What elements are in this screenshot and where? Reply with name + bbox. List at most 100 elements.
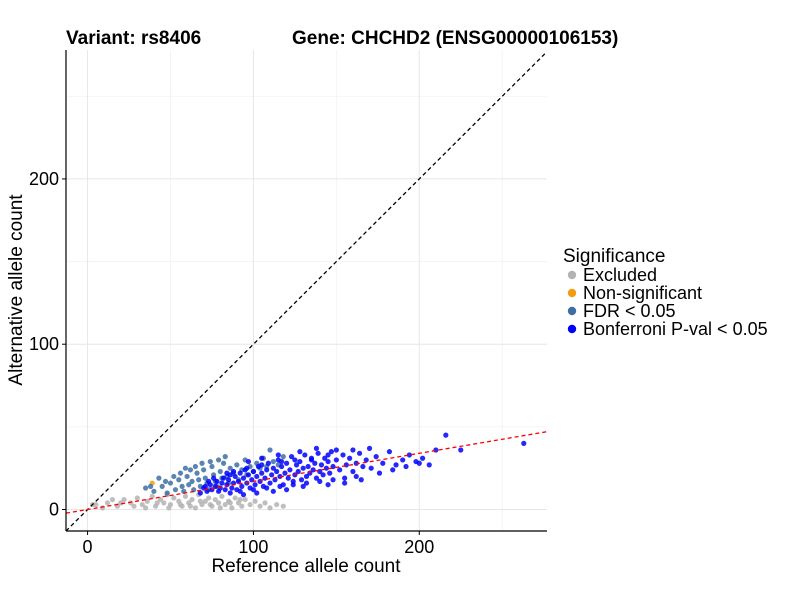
data-point [262, 500, 268, 506]
data-point [267, 447, 273, 453]
data-point [380, 460, 386, 466]
data-point [239, 483, 245, 489]
data-point [109, 496, 116, 503]
data-point [274, 501, 280, 508]
data-point [259, 462, 265, 468]
data-point [206, 478, 212, 485]
data-point [162, 478, 169, 485]
y-tick-label: 100 [29, 334, 59, 354]
data-point [295, 468, 301, 475]
data-point [320, 472, 326, 478]
data-point [161, 500, 167, 506]
data-point [167, 480, 174, 486]
data-point [426, 462, 432, 468]
data-point [177, 470, 184, 476]
data-point [350, 447, 356, 453]
data-point [265, 460, 271, 466]
data-point [403, 463, 409, 470]
data-point [144, 498, 150, 504]
data-point [270, 488, 276, 494]
data-point [189, 478, 195, 485]
data-point [184, 473, 190, 480]
data-point [217, 468, 223, 475]
data-point [159, 483, 165, 489]
data-point [297, 449, 303, 455]
data-point [166, 505, 172, 511]
data-point [222, 454, 228, 460]
data-point [297, 458, 303, 465]
reference-line-fit [66, 431, 547, 514]
data-point [149, 493, 155, 499]
data-point [264, 485, 270, 491]
data-point [368, 465, 374, 471]
data-point [257, 503, 263, 509]
data-point [139, 501, 145, 508]
data-point [308, 455, 315, 461]
data-point [393, 462, 399, 468]
data-point [325, 458, 331, 465]
data-point [209, 463, 215, 470]
chart-title-gene: Gene: CHCHD2 (ENSG00000106153) [292, 28, 618, 49]
data-point [347, 455, 353, 461]
data-point [267, 505, 273, 511]
grid-lines [66, 50, 547, 531]
data-point [197, 490, 203, 496]
data-point [282, 470, 288, 476]
data-point [328, 449, 334, 455]
data-point [147, 483, 154, 489]
data-point [156, 475, 162, 481]
legend-label: Bonferroni P-val < 0.05 [583, 319, 768, 339]
data-point [143, 505, 149, 511]
data-point [356, 450, 363, 456]
data-point [300, 483, 306, 489]
data-point [182, 465, 189, 471]
data-point [303, 473, 310, 480]
data-point [290, 482, 296, 488]
data-point [214, 478, 220, 485]
legend-marker [567, 270, 577, 280]
data-point [406, 452, 412, 458]
data-point [176, 477, 182, 483]
data-point [275, 452, 281, 458]
data-point [342, 475, 348, 481]
data-point [288, 454, 295, 460]
data-point [245, 472, 252, 478]
data-point [317, 468, 323, 475]
data-point [340, 452, 346, 458]
data-point [270, 458, 276, 465]
data-point [217, 485, 223, 491]
legend: Significance ExcludedNon-significantFDR … [563, 246, 768, 339]
data-point [239, 503, 245, 509]
data-point [390, 467, 396, 473]
data-point [220, 460, 227, 466]
data-point [279, 463, 285, 470]
legend-title: Significance [563, 246, 665, 267]
data-point [274, 468, 280, 475]
data-point [285, 475, 291, 481]
data-point [237, 488, 243, 494]
x-tick-label: 0 [83, 537, 93, 557]
data-point [416, 460, 422, 466]
data-point [293, 462, 300, 468]
data-point [211, 475, 217, 481]
data-point [197, 498, 203, 504]
data-point [267, 480, 273, 486]
data-point [244, 465, 250, 471]
data-point [202, 483, 208, 489]
data-point [386, 449, 393, 455]
legend-marker [567, 306, 577, 316]
data-point [199, 460, 205, 466]
data-point [433, 447, 439, 453]
data-point [342, 480, 348, 486]
data-point [259, 455, 265, 461]
data-point [240, 475, 247, 481]
data-point [187, 467, 193, 473]
data-point [325, 452, 331, 458]
data-point [337, 467, 343, 473]
data-point [330, 477, 336, 483]
data-point [303, 480, 310, 486]
data-point [298, 477, 305, 483]
data-point [222, 487, 228, 493]
data-point [202, 475, 208, 481]
